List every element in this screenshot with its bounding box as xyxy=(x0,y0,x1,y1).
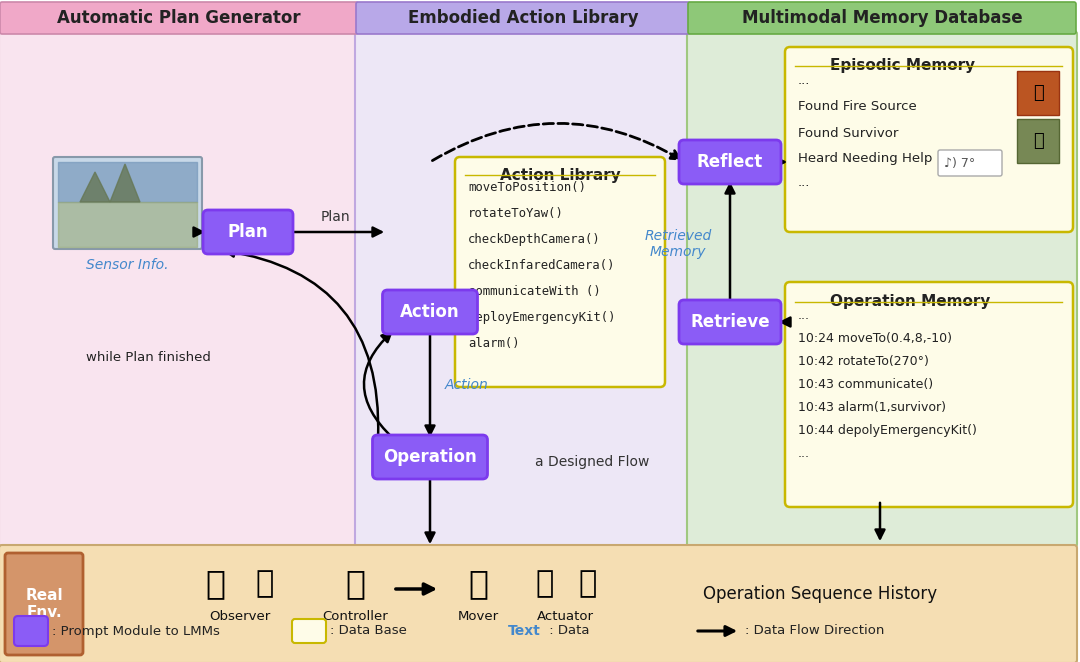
FancyBboxPatch shape xyxy=(203,210,293,254)
FancyBboxPatch shape xyxy=(679,300,781,344)
FancyBboxPatch shape xyxy=(373,435,487,479)
Text: alarm(): alarm() xyxy=(468,337,519,350)
Text: moveToPosition(): moveToPosition() xyxy=(468,181,586,194)
Text: Plan: Plan xyxy=(320,210,350,224)
Text: Operation Sequence History: Operation Sequence History xyxy=(703,585,937,603)
Text: Automatic Plan Generator: Automatic Plan Generator xyxy=(57,9,301,27)
Text: 🧠: 🧠 xyxy=(345,567,365,600)
Polygon shape xyxy=(80,172,110,202)
Text: 💪: 💪 xyxy=(536,569,554,598)
FancyBboxPatch shape xyxy=(785,282,1074,507)
Polygon shape xyxy=(110,164,140,202)
Text: Text: Text xyxy=(508,624,541,638)
Text: Sensor Info.: Sensor Info. xyxy=(85,258,168,272)
Text: Retrieved
Memory: Retrieved Memory xyxy=(645,229,712,259)
Text: 10:42 rotateTo(270°): 10:42 rotateTo(270°) xyxy=(798,355,929,368)
Text: Real
Env.: Real Env. xyxy=(25,588,63,620)
FancyBboxPatch shape xyxy=(0,2,357,34)
Text: Action Library: Action Library xyxy=(500,168,620,183)
FancyBboxPatch shape xyxy=(687,31,1077,547)
Text: 🥽: 🥽 xyxy=(256,569,274,598)
Text: Operation: Operation xyxy=(383,448,477,466)
Text: ...: ... xyxy=(798,74,810,87)
Text: Controller: Controller xyxy=(322,610,388,622)
Text: Found Fire Source: Found Fire Source xyxy=(798,100,917,113)
FancyBboxPatch shape xyxy=(0,31,359,547)
Text: : Data: : Data xyxy=(545,624,590,638)
FancyBboxPatch shape xyxy=(939,150,1002,176)
FancyBboxPatch shape xyxy=(5,553,83,655)
FancyBboxPatch shape xyxy=(53,157,202,249)
Text: Mover: Mover xyxy=(458,610,499,622)
FancyBboxPatch shape xyxy=(688,2,1076,34)
Text: 10:24 moveTo(0.4,8,-10): 10:24 moveTo(0.4,8,-10) xyxy=(798,332,951,345)
Text: Episodic Memory: Episodic Memory xyxy=(831,58,975,73)
Text: ...: ... xyxy=(798,176,810,189)
Text: 👂: 👂 xyxy=(205,567,225,600)
Text: Reflect: Reflect xyxy=(697,153,764,171)
Text: checkInfaredCamera(): checkInfaredCamera() xyxy=(468,259,616,272)
FancyBboxPatch shape xyxy=(679,140,781,184)
FancyBboxPatch shape xyxy=(382,290,477,334)
Text: 10:44 depolyEmergencyKit(): 10:44 depolyEmergencyKit() xyxy=(798,424,977,437)
FancyBboxPatch shape xyxy=(0,545,1077,662)
Text: : Data Flow Direction: : Data Flow Direction xyxy=(745,624,885,638)
FancyBboxPatch shape xyxy=(355,31,691,547)
Text: 🔥: 🔥 xyxy=(1032,84,1043,102)
Text: checkDepthCamera(): checkDepthCamera() xyxy=(468,233,600,246)
Text: deployEmergencyKit(): deployEmergencyKit() xyxy=(468,311,616,324)
Text: 🏃: 🏃 xyxy=(468,567,488,600)
Text: Heard Needing Help: Heard Needing Help xyxy=(798,152,932,165)
Text: Multimodal Memory Database: Multimodal Memory Database xyxy=(742,9,1023,27)
Text: Found Survivor: Found Survivor xyxy=(798,127,899,140)
Text: communicateWith (): communicateWith () xyxy=(468,285,600,298)
Text: ...: ... xyxy=(798,309,810,322)
Text: Actuator: Actuator xyxy=(537,610,594,622)
FancyBboxPatch shape xyxy=(1017,119,1059,163)
FancyBboxPatch shape xyxy=(356,2,690,34)
FancyBboxPatch shape xyxy=(14,616,48,646)
Text: : Prompt Module to LMMs: : Prompt Module to LMMs xyxy=(52,624,220,638)
Text: Action: Action xyxy=(445,378,489,392)
Text: 10:43 communicate(): 10:43 communicate() xyxy=(798,378,933,391)
FancyBboxPatch shape xyxy=(1017,71,1059,115)
Text: 🧍: 🧍 xyxy=(1032,132,1043,150)
Text: while Plan finished: while Plan finished xyxy=(85,350,211,363)
FancyBboxPatch shape xyxy=(785,47,1074,232)
Text: 10:43 alarm(1,survivor): 10:43 alarm(1,survivor) xyxy=(798,401,946,414)
Text: Observer: Observer xyxy=(210,610,271,622)
FancyBboxPatch shape xyxy=(292,619,326,643)
Text: Action: Action xyxy=(401,303,460,321)
Text: Retrieve: Retrieve xyxy=(690,313,770,331)
Text: : Data Base: : Data Base xyxy=(330,624,407,638)
Text: Operation Memory: Operation Memory xyxy=(831,294,990,309)
Text: rotateToYaw(): rotateToYaw() xyxy=(468,207,564,220)
Text: ...: ... xyxy=(798,447,810,460)
Text: 📣: 📣 xyxy=(579,569,597,598)
Text: Plan: Plan xyxy=(228,223,268,241)
FancyBboxPatch shape xyxy=(455,157,665,387)
Text: Embodied Action Library: Embodied Action Library xyxy=(407,9,638,27)
Text: ♪) 7°: ♪) 7° xyxy=(944,156,975,169)
Text: a Designed Flow: a Designed Flow xyxy=(535,455,649,469)
